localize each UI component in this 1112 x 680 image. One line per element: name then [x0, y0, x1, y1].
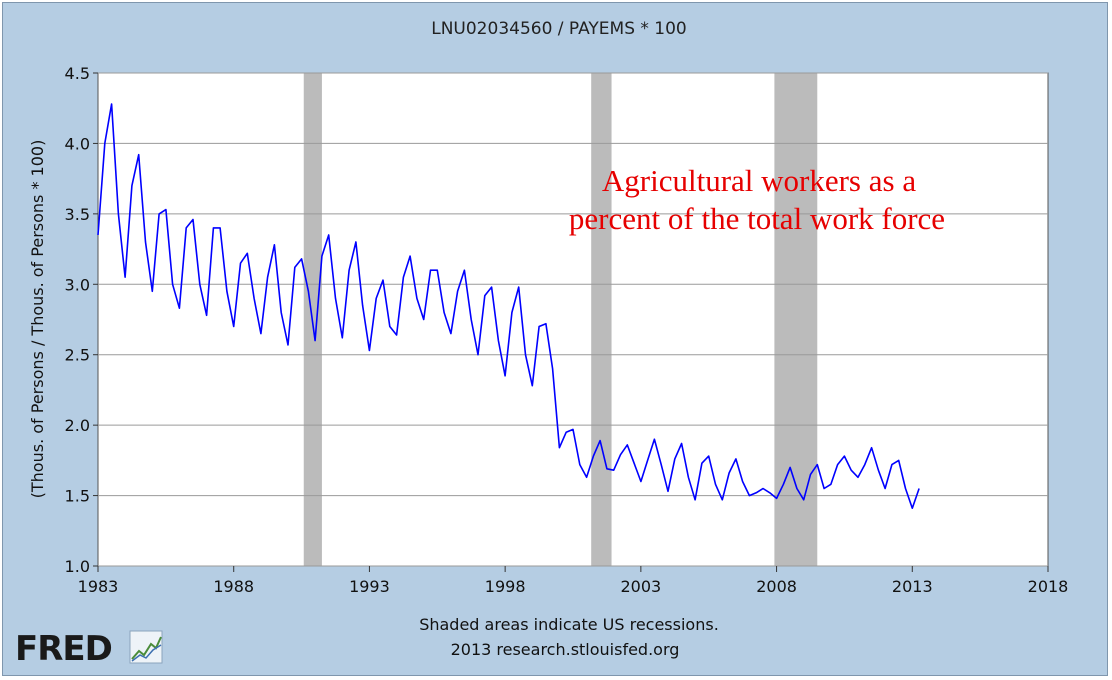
y-tick-label: 4.5 — [65, 64, 90, 83]
series-line-group — [97, 103, 920, 510]
x-tick-label: 2008 — [756, 577, 797, 596]
chart-svg: LNU02034560 / PAYEMS * 100 1.0 1.5 2.0 2.5 3… — [15, 19, 1069, 669]
fred-logo-text: FRED — [15, 629, 112, 669]
y-tick-label: 1.5 — [65, 487, 90, 506]
recession-band-3 — [774, 73, 818, 566]
recession-note: Shaded areas indicate US recessions. — [419, 615, 719, 634]
plot-area — [97, 72, 1049, 567]
x-tick-label: 2018 — [1028, 577, 1069, 596]
y-tick-label: 2.0 — [65, 416, 90, 435]
series-line-1 — [97, 103, 920, 510]
x-tick-label: 1988 — [213, 577, 254, 596]
y-tick-label: 2.5 — [65, 346, 90, 365]
source-credit: 2013 research.stlouisfed.org — [451, 640, 680, 659]
x-tick-label: 2003 — [620, 577, 661, 596]
y-tick-label: 4.0 — [65, 134, 90, 153]
y-axis-label: (Thous. of Persons / Thous. of Persons *… — [28, 140, 47, 499]
x-tick-label: 2013 — [892, 577, 933, 596]
annotation-line-1: Agricultural workers as a — [602, 163, 916, 198]
grid-lines — [98, 72, 1048, 567]
y-tick-label: 3.0 — [65, 275, 90, 294]
annotation-line-2: percent of the total work force — [569, 201, 945, 236]
chart-title: LNU02034560 / PAYEMS * 100 — [431, 19, 687, 39]
fred-logo[interactable]: FRED — [15, 629, 163, 669]
x-tick-label: 1983 — [78, 577, 119, 596]
axis-ticks: 1.0 1.5 2.0 2.5 3.0 3.5 4.0 4.5 1983 1988 1993 1998… — [65, 64, 1069, 596]
y-tick-label: 3.5 — [65, 205, 90, 224]
x-tick-label: 1998 — [485, 577, 526, 596]
fred-logo-graph-icon — [129, 630, 163, 664]
y-tick-label: 1.0 — [65, 557, 90, 576]
recession-band-2 — [591, 73, 612, 566]
x-tick-label: 1993 — [349, 577, 390, 596]
